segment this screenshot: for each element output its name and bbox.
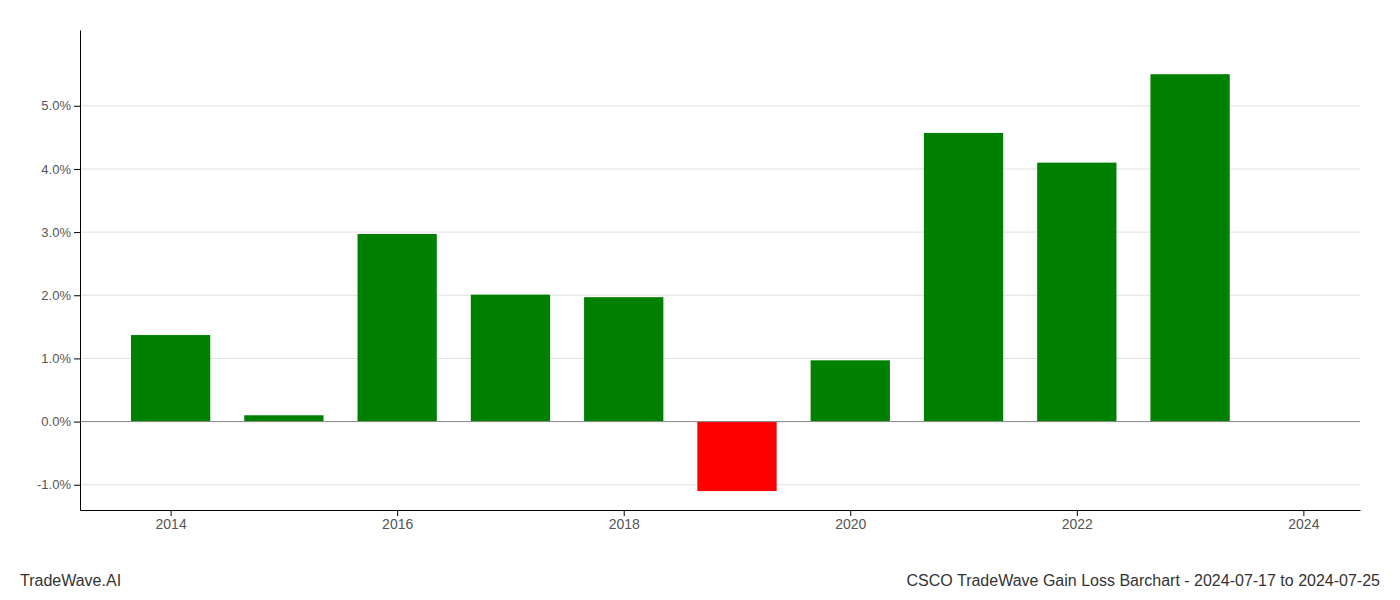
- tick: 1.0%: [41, 351, 80, 366]
- axis-line: [81, 510, 1361, 511]
- tick-label: 2016: [382, 516, 413, 532]
- tick-label: 0.0%: [41, 414, 71, 429]
- tick: 0.0%: [41, 414, 80, 429]
- tick-label: 2022: [1062, 516, 1093, 532]
- axis-line: [80, 31, 81, 511]
- tick-label: 2014: [156, 516, 187, 532]
- tick-mark: [74, 422, 80, 423]
- tick-mark: [74, 485, 80, 486]
- bar: [471, 295, 550, 422]
- tick-label: 2024: [1288, 516, 1319, 532]
- bar: [924, 133, 1003, 422]
- tick-label: 2018: [609, 516, 640, 532]
- tick-label: -1.0%: [37, 477, 71, 492]
- y-axis: -1.0% 0.0% 1.0% 2.0% 3.0% 4.0% 5.0%: [37, 31, 80, 511]
- chart: -1.0%0.0%1.0%2.0%3.0%4.0%5.0%20142016201…: [0, 0, 1400, 600]
- bar: [584, 297, 663, 421]
- tick-label: 2.0%: [41, 288, 71, 303]
- tick: 2.0%: [41, 288, 80, 303]
- tick-mark: [74, 295, 80, 296]
- tick-mark: [74, 232, 80, 233]
- bar: [1037, 163, 1116, 422]
- tick-mark: [74, 106, 80, 107]
- tick-label: 2020: [835, 516, 866, 532]
- bar: [244, 415, 323, 421]
- tick: 5.0%: [41, 98, 80, 113]
- tick-label: 3.0%: [41, 225, 71, 240]
- tick: 3.0%: [41, 225, 80, 240]
- tick-label: 1.0%: [41, 351, 71, 366]
- tick: 2024: [1288, 510, 1319, 532]
- footer-right: CSCO TradeWave Gain Loss Barchart - 2024…: [907, 572, 1381, 589]
- tick-mark: [74, 169, 80, 170]
- tick: 2020: [835, 510, 866, 532]
- bar: [1150, 74, 1229, 421]
- tick: -1.0%: [37, 477, 80, 492]
- grid-line: [80, 421, 1360, 422]
- x-axis: 2014 2016 2018 2020 2022 2024: [81, 510, 1361, 532]
- tick: 2016: [382, 510, 413, 532]
- bar: [358, 234, 437, 422]
- plot: -1.0%0.0%1.0%2.0%3.0%4.0%5.0%20142016201…: [37, 31, 1360, 532]
- tick-label: 4.0%: [41, 162, 71, 177]
- tick: 4.0%: [41, 162, 80, 177]
- bar: [131, 335, 210, 422]
- tick: 2014: [156, 510, 187, 532]
- tick: 2018: [609, 510, 640, 532]
- tick-label: 5.0%: [41, 98, 71, 113]
- tick: 2022: [1062, 510, 1093, 532]
- bar: [697, 422, 776, 491]
- footer-left: TradeWave.AI: [20, 572, 121, 589]
- tick-mark: [74, 358, 80, 359]
- bars: [131, 74, 1230, 491]
- bar: [811, 360, 890, 421]
- zero-line: [80, 421, 1360, 422]
